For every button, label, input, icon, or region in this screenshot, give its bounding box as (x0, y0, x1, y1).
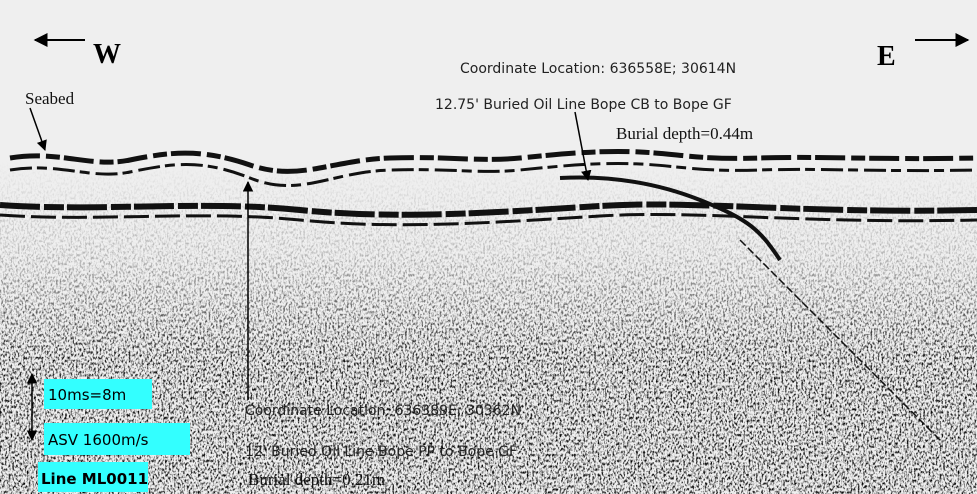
seabed-label: Seabed (25, 89, 75, 108)
burial-depth: Burial depth=0.21m (248, 470, 385, 489)
line-id: Line ML0011 (41, 470, 148, 488)
east-label: E (877, 41, 896, 72)
seismic-profile: W E Seabed Coordinate Location: 636558E;… (0, 0, 977, 494)
scale-time-depth: 10ms=8m (48, 386, 126, 404)
west-label: W (93, 39, 121, 70)
coordinates: Coordinate Location: 636389E; 30362N (245, 403, 521, 419)
scale-velocity: ASV 1600m/s (48, 431, 149, 449)
coordinates: Coordinate Location: 636558E; 30614N (460, 61, 736, 77)
description: 12.75' Buried Oil Line Bope CB to Bope G… (435, 97, 732, 113)
description: 12' Buried Oil Line Bope PP to Bope GF (245, 444, 517, 460)
burial-depth: Burial depth=0.44m (616, 124, 753, 143)
